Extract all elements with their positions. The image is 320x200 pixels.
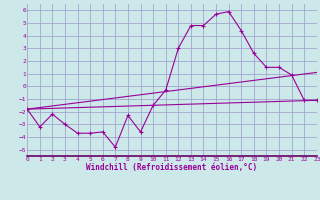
X-axis label: Windchill (Refroidissement éolien,°C): Windchill (Refroidissement éolien,°C) <box>86 163 258 172</box>
